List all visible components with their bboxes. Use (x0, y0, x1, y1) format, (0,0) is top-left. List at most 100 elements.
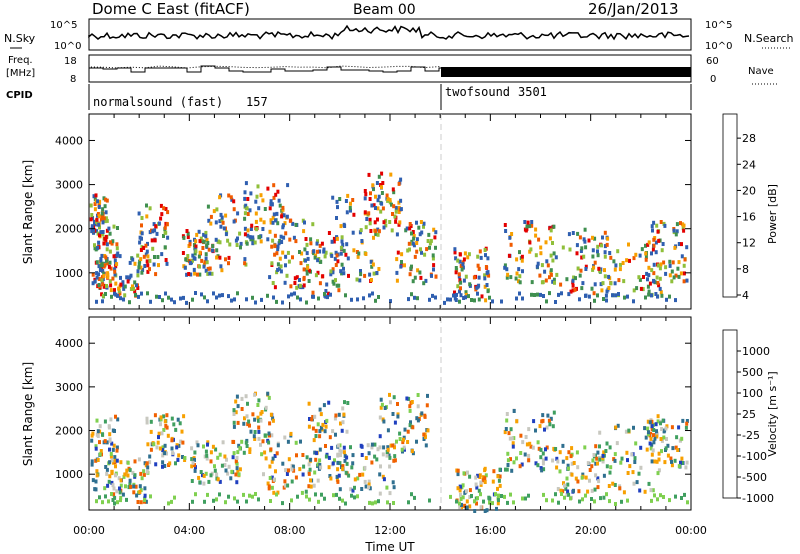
power-pixel (388, 200, 392, 205)
power-pixel (605, 242, 609, 247)
power-pixel (632, 256, 636, 261)
power-pixel (293, 291, 296, 296)
power-pixel (374, 232, 378, 237)
power-pixel (257, 206, 261, 211)
power-pixel (657, 238, 661, 243)
power-pixel (109, 283, 113, 288)
power-pixel (621, 261, 625, 265)
power-pixel (244, 181, 248, 186)
power-pixel (316, 270, 320, 275)
velocity-pixel (463, 503, 467, 508)
velocity-pixel (475, 485, 479, 490)
power-pixel (271, 281, 275, 285)
velocity-pixel (524, 435, 528, 439)
velocity-pixel (428, 498, 431, 503)
power-pixel (276, 221, 280, 226)
power-pixel (189, 261, 192, 266)
power-pixel (671, 260, 675, 265)
nsky-trace (88, 24, 690, 41)
power-pixel (157, 221, 161, 226)
power-pixel (651, 247, 655, 252)
power-pixel (136, 269, 140, 274)
power-pixel (372, 235, 375, 240)
power-pixel (248, 208, 252, 213)
velocity-x-ticks (88, 317, 692, 510)
power-pixel (104, 238, 108, 243)
power-pixel (105, 261, 109, 266)
power-pixel (114, 264, 118, 269)
velocity-pixel (95, 473, 99, 478)
power-pixel (164, 258, 168, 262)
power-pixel (226, 238, 230, 243)
power-pixel (97, 240, 101, 245)
velocity-pixel (316, 462, 320, 467)
velocity-pixel (664, 446, 668, 451)
velocity-pixel (558, 450, 562, 455)
velocity-pixel (153, 413, 157, 418)
power-pixel (186, 231, 190, 236)
power-pixel (561, 245, 565, 250)
velocity-pixel (121, 492, 125, 497)
velocity-pixel (652, 440, 656, 445)
power-pixel (468, 282, 472, 287)
velocity-pixel (386, 500, 389, 505)
velocity-pixel (607, 484, 611, 488)
power-pixel (456, 284, 460, 289)
velocity-pixel (422, 432, 426, 437)
power-pixel (679, 271, 683, 276)
velocity-pixel (601, 459, 605, 464)
power-pixel (268, 229, 272, 234)
velocity-pixel (95, 469, 99, 474)
power-pixel (434, 274, 438, 279)
power-pixel (302, 275, 306, 280)
power-pixel (102, 196, 106, 201)
velocity-pixel (356, 476, 360, 481)
velocity-pixel (460, 502, 463, 507)
velocity-pixel (353, 485, 356, 490)
power-pixel (227, 294, 230, 299)
power-pixel (411, 230, 415, 234)
velocity-pixel (338, 443, 342, 448)
power-pixel (299, 297, 302, 302)
velocity-pixel (129, 484, 133, 489)
power-pixel (166, 235, 170, 240)
power-pixel (205, 243, 209, 248)
twofsound-freq-block (441, 67, 691, 77)
velocity-pixel (608, 470, 612, 475)
power-pixel (278, 256, 282, 261)
power-pixel (129, 287, 133, 291)
velocity-pixel (655, 431, 659, 436)
velocity-pixel (631, 470, 635, 475)
power-pixel (93, 221, 96, 226)
power-pixel (152, 262, 156, 267)
velocity-pixel (351, 488, 355, 493)
velocity-pixel (138, 484, 142, 489)
velocity-pixel (511, 441, 515, 446)
power-pixel (137, 262, 141, 266)
power-pixel (104, 219, 108, 224)
velocity-pixel (221, 440, 225, 445)
power-pixel (665, 297, 668, 302)
power-pixel (381, 181, 385, 185)
power-pixel (96, 199, 100, 204)
power-pixel (138, 240, 142, 245)
power-pixel (125, 275, 129, 280)
velocity-pixel (155, 445, 159, 450)
velocity-pixel (497, 498, 500, 503)
power-pixel (428, 241, 432, 246)
velocity-pixel (565, 493, 569, 497)
power-pixel (576, 231, 580, 236)
velocity-pixel (111, 498, 115, 502)
velocity-pixel (316, 422, 320, 427)
power-pixel (530, 292, 533, 297)
power-pixel (118, 254, 122, 259)
power-pixel (272, 212, 276, 217)
power-pixel (140, 236, 143, 241)
velocity-pixel (260, 452, 264, 457)
power-pixel (371, 262, 375, 267)
power-pixel (299, 261, 303, 266)
colorbar-tick-label: 20 (742, 184, 756, 197)
power-pixel (376, 227, 380, 232)
power-pixel (505, 275, 509, 280)
velocity-pixel (655, 434, 659, 439)
